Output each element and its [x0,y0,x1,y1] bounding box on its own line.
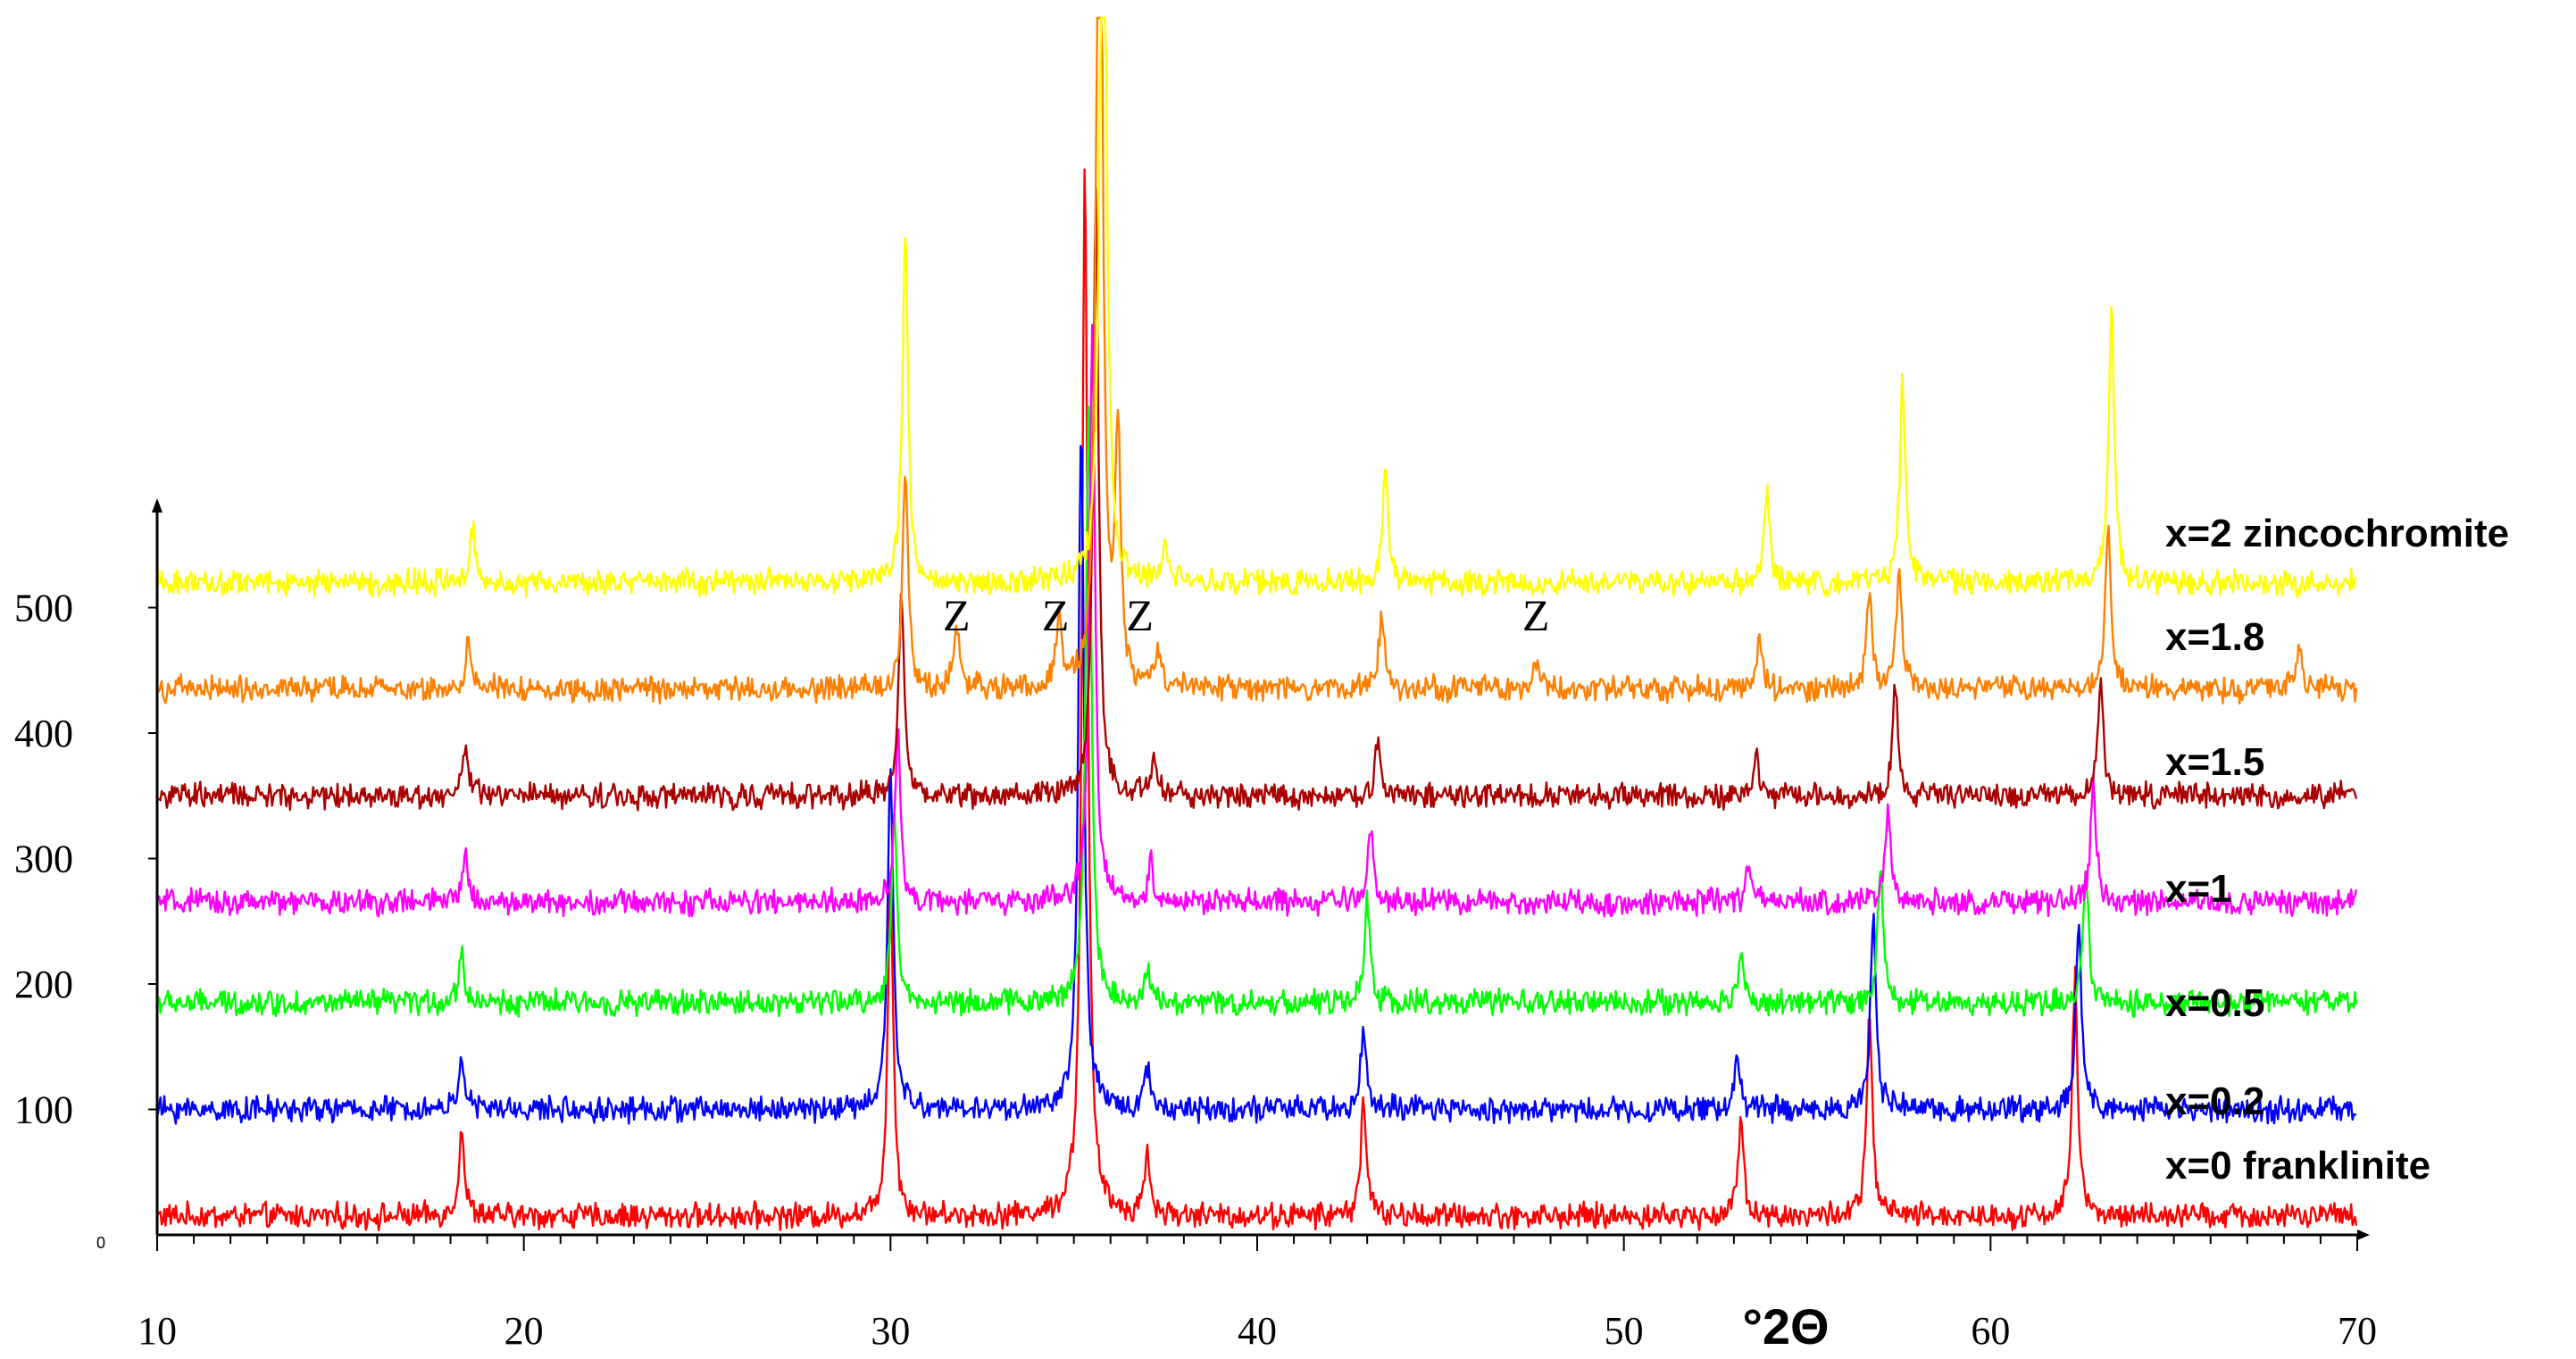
series-line-4 [157,187,2358,812]
series-label: x=0.5 [2165,981,2264,1025]
x-tick-label: 70 [2338,1309,2377,1353]
phase-annotation: Z [1042,590,1070,640]
x-axis-arrow [2357,1230,2370,1240]
y-tick-label: 200 [14,963,73,1006]
y-origin-label: 0 [96,1234,105,1252]
series-line-3 [156,323,2358,918]
y-tick-label: 300 [14,838,73,881]
series-line-5 [156,16,2358,705]
series-label: x=0.2 [2165,1080,2264,1123]
series-line-2 [156,405,2358,1019]
series-label: x=1.5 [2165,740,2264,784]
y-axis-arrow [152,498,163,513]
phase-annotation: Z [1126,590,1154,640]
x-tick-label: 50 [1605,1309,1644,1353]
x-axis-unit-label: °2Θ [1742,1298,1829,1355]
series-label: x=1 [2165,867,2232,911]
phase-annotation: Z [943,590,971,640]
y-ticks: 100 200 300 400 500 [14,587,157,1132]
x-tick-label: 30 [871,1309,910,1353]
x-ticks: 10 20 30 40 50 60 70 [138,1235,2377,1353]
y-tick-label: 400 [14,712,73,755]
x-tick-label: 20 [504,1309,544,1353]
series-label: x=2 zincochromite [2165,512,2509,555]
y-tick-label: 100 [14,1088,73,1132]
series-line-6 [156,16,2357,599]
axes [152,498,2370,1240]
series-line-1 [156,445,2357,1125]
series-line-0 [156,168,2358,1231]
series-labels: x=0 franklinite x=0.2 x=0.5 x=1 x=1.5 x=1.8 x=… [2165,512,2509,1188]
x-tick-label: 40 [1238,1309,1277,1353]
x-tick-label: 10 [138,1309,177,1353]
series-traces [156,16,2358,1231]
phase-annotation: Z [1522,590,1550,640]
series-label: x=1.8 [2165,615,2264,659]
series-label: x=0 franklinite [2165,1144,2430,1188]
y-tick-label: 500 [14,587,73,630]
x-tick-label: 60 [1971,1309,2010,1353]
